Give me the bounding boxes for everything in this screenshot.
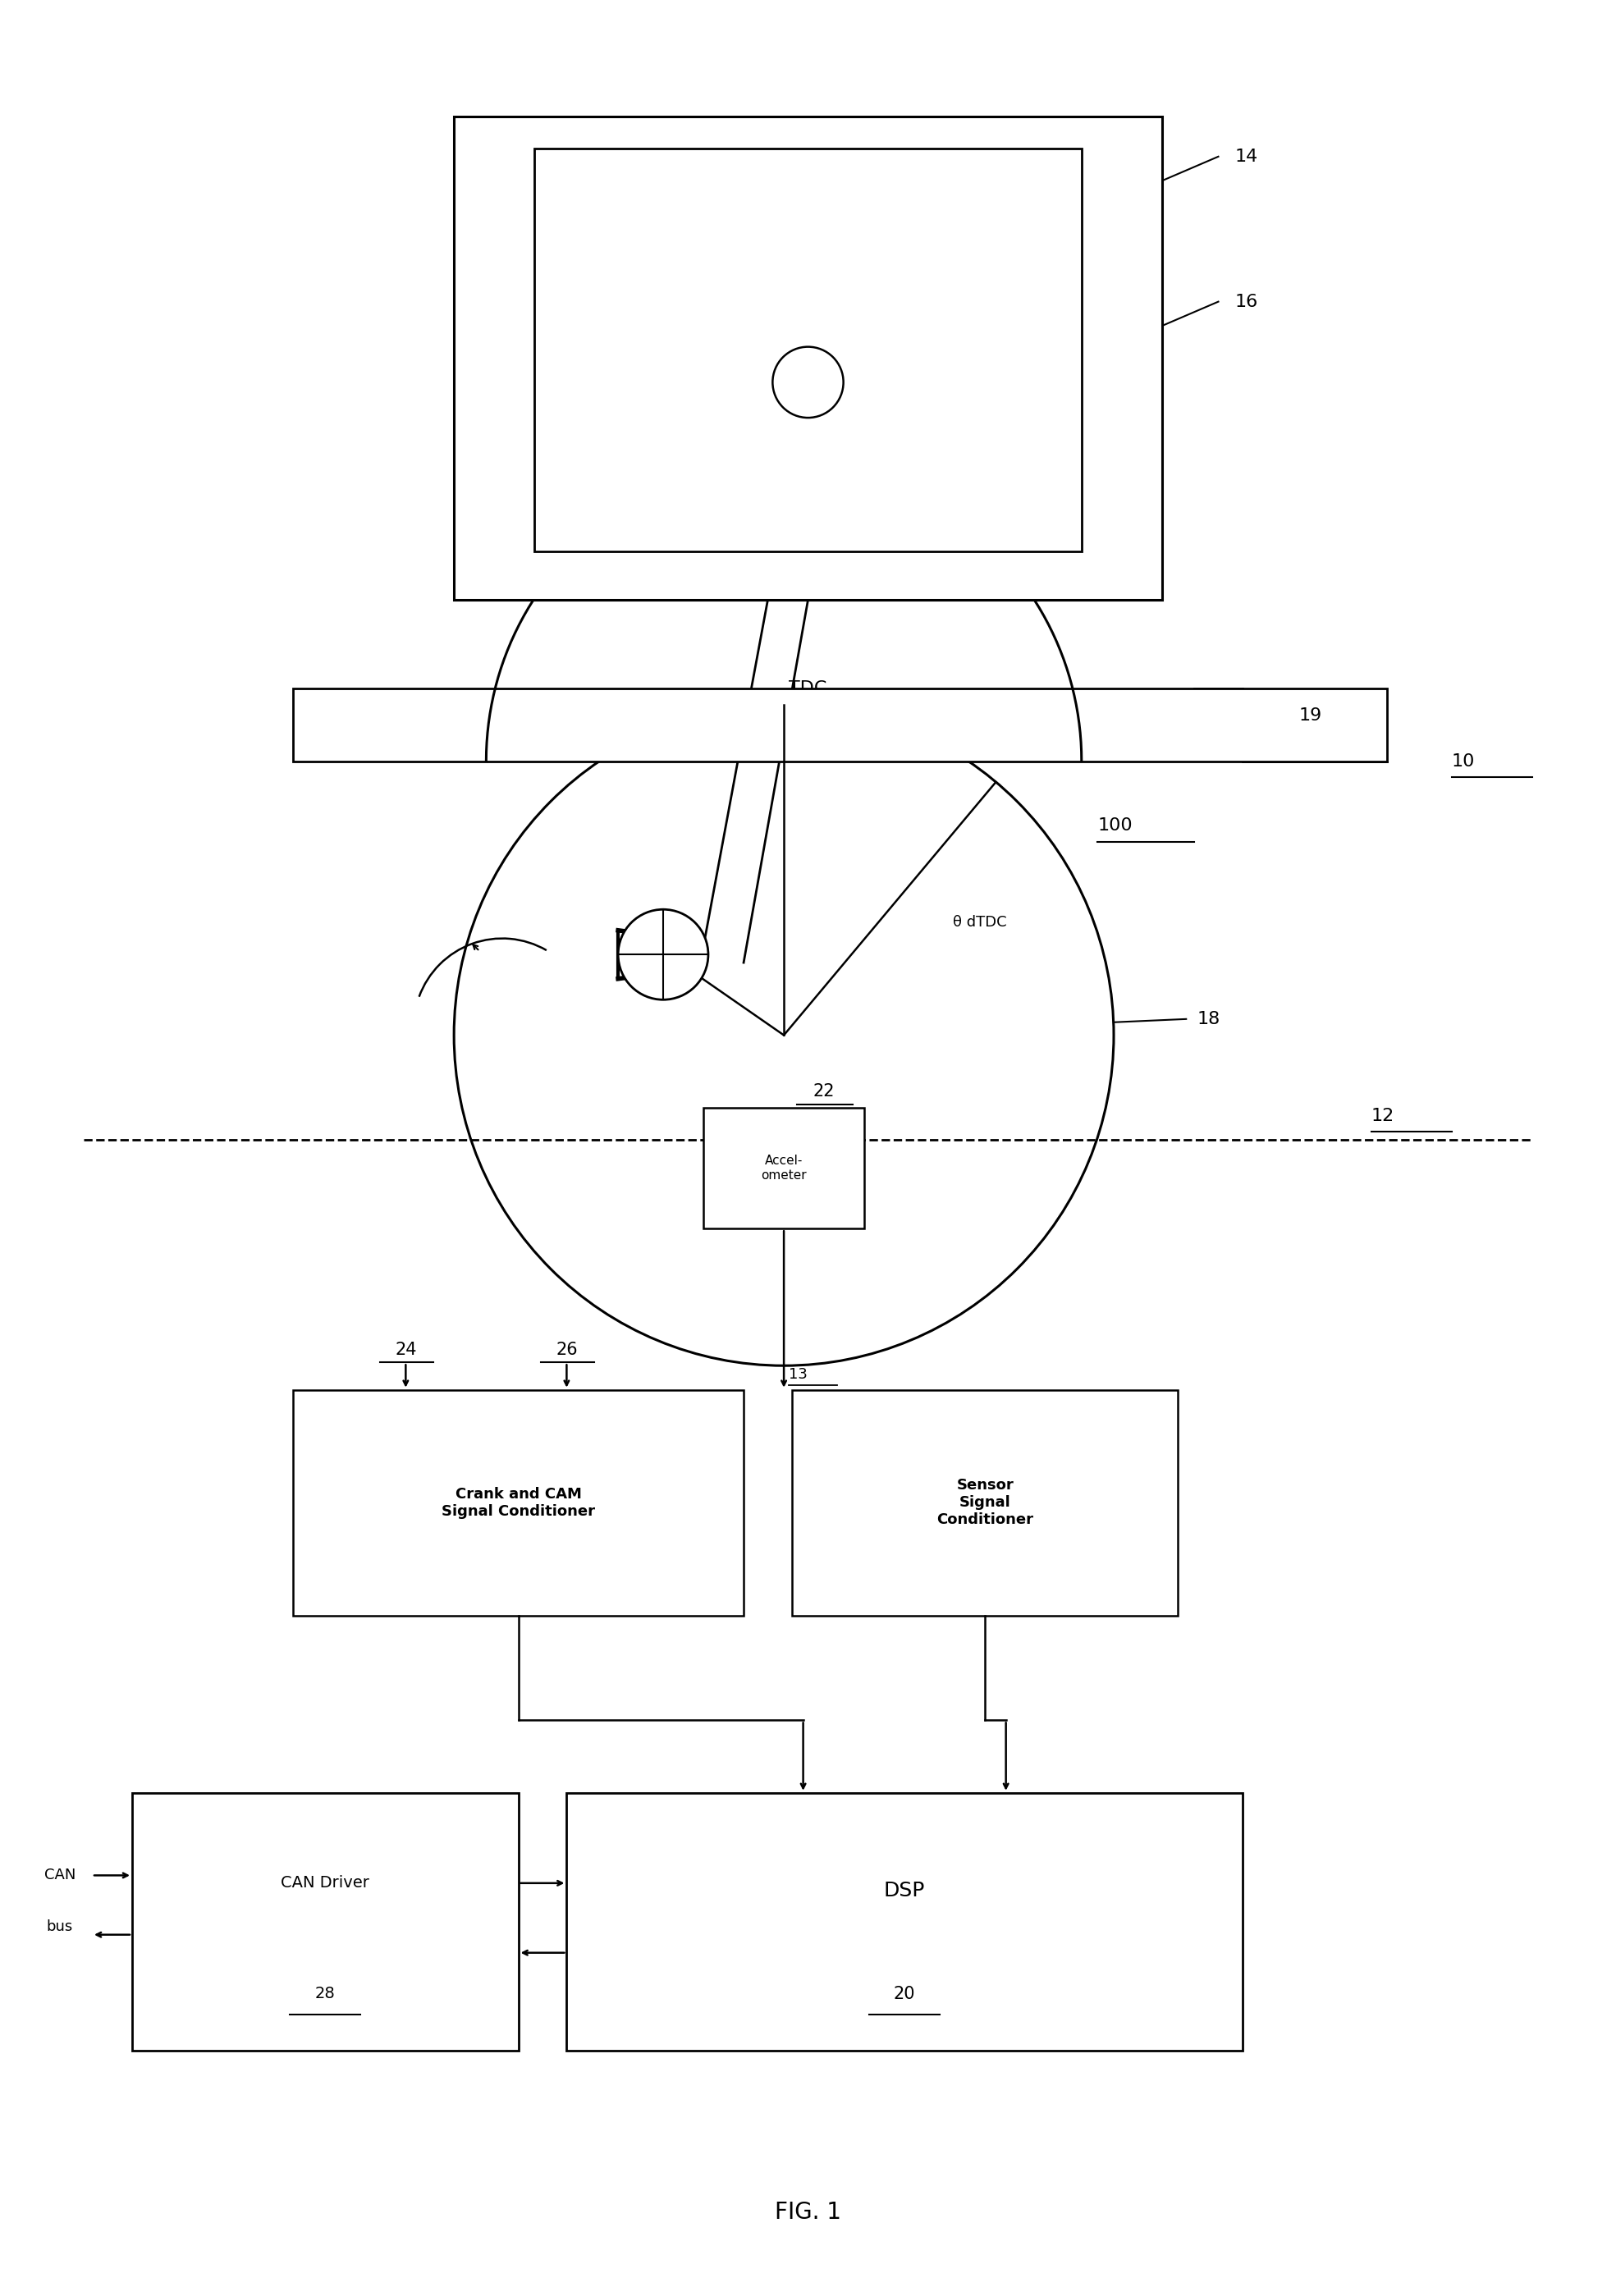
Text: DSP: DSP xyxy=(884,1880,926,1901)
Text: 18: 18 xyxy=(1197,1010,1220,1026)
Text: 19: 19 xyxy=(1299,707,1322,723)
Bar xyxy=(454,117,1162,599)
Bar xyxy=(133,1793,519,2050)
Text: 14: 14 xyxy=(1235,149,1257,165)
Text: 26: 26 xyxy=(556,1341,577,1357)
Text: -θ dTDC: -θ dTDC xyxy=(645,939,703,953)
Text: 28: 28 xyxy=(315,1986,336,2002)
Text: Accel-
ometer: Accel- ometer xyxy=(761,1155,806,1182)
Text: bus: bus xyxy=(47,1919,73,1933)
Text: CAN Driver: CAN Driver xyxy=(281,1876,370,1892)
Bar xyxy=(292,689,1387,760)
Text: CAN: CAN xyxy=(44,1869,76,1883)
Text: 12: 12 xyxy=(1372,1107,1395,1125)
Bar xyxy=(535,149,1081,551)
Text: TDC: TDC xyxy=(789,680,827,696)
Bar xyxy=(292,1389,743,1616)
Bar xyxy=(792,1389,1178,1616)
Text: 16: 16 xyxy=(1235,294,1257,310)
Text: 20: 20 xyxy=(894,1986,915,2002)
Text: 13: 13 xyxy=(789,1366,808,1382)
Text: Crank and CAM
Signal Conditioner: Crank and CAM Signal Conditioner xyxy=(441,1488,595,1518)
Circle shape xyxy=(617,909,708,999)
Text: FIG. 1: FIG. 1 xyxy=(774,2200,842,2223)
Text: Sensor
Signal
Conditioner: Sensor Signal Conditioner xyxy=(937,1479,1033,1527)
Text: 24: 24 xyxy=(394,1341,417,1357)
Text: 22: 22 xyxy=(813,1084,835,1100)
Text: θ dTDC: θ dTDC xyxy=(953,914,1007,930)
Bar xyxy=(567,1793,1243,2050)
Text: 10: 10 xyxy=(1451,753,1475,769)
Bar xyxy=(703,1107,865,1228)
Text: 100: 100 xyxy=(1097,817,1133,833)
